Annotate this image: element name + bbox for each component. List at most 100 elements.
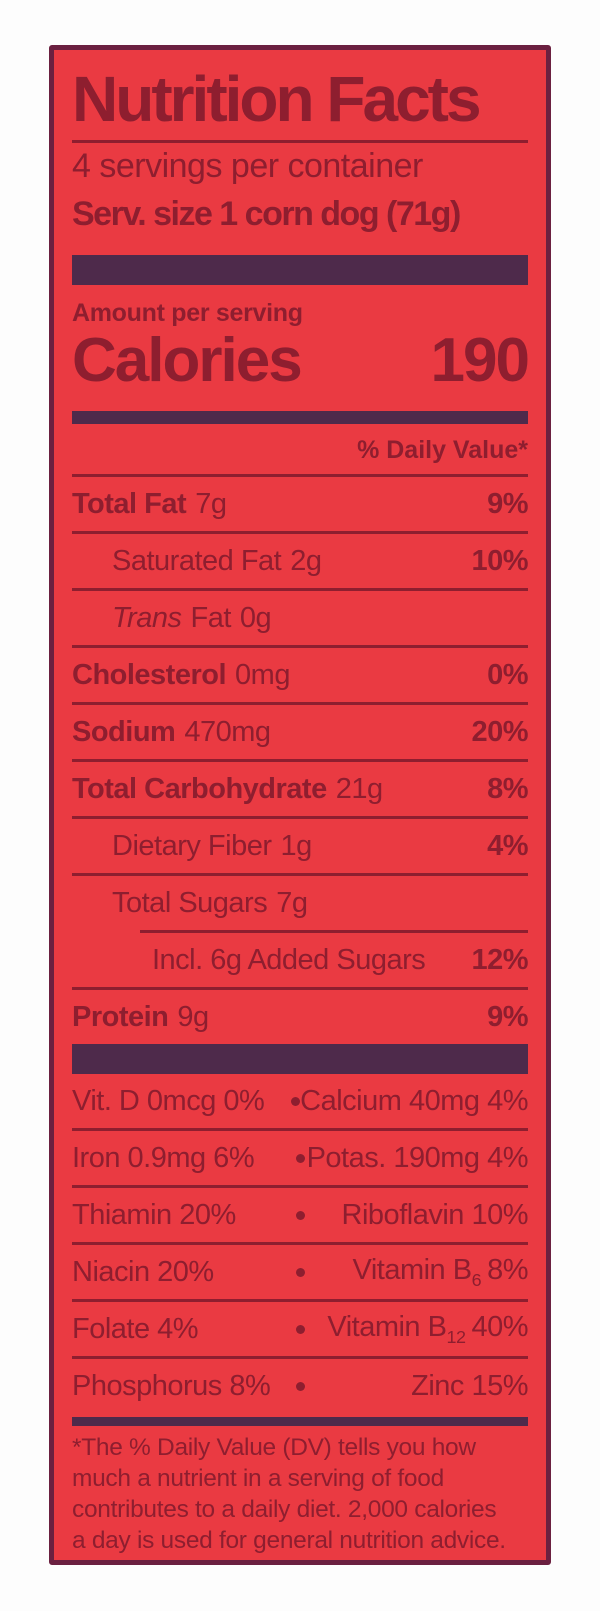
calories-label: Calories xyxy=(72,326,303,395)
nutrition-facts-label: Nutrition Facts 4 servings per container… xyxy=(49,45,551,1565)
nutrient-amount: 0g xyxy=(239,601,272,634)
dot-separator-icon xyxy=(291,1096,301,1106)
nutrient-amount: 1g xyxy=(280,829,313,862)
dot-separator-icon xyxy=(295,1324,305,1334)
micronutrient-row-niacin-vitaminb6: Niacin 20% Vitamin B6 8% xyxy=(72,1245,528,1299)
nutrient-dv: 10% xyxy=(471,544,528,577)
divider-rule xyxy=(72,759,528,762)
nutrient-row-cholesterol: Cholesterol 0mg 0% xyxy=(72,648,528,702)
divider-rule xyxy=(72,702,528,705)
nutrient-name: Total Sugars xyxy=(112,886,268,919)
nutrient-dv: 9% xyxy=(487,487,528,520)
nutrient-row-total-fat: Total Fat 7g 9% xyxy=(72,477,528,531)
nutrient-name: Incl. 6g Added Sugars xyxy=(152,943,426,976)
nutrient-row-sodium: Sodium 470mg 20% xyxy=(72,705,528,759)
dot-separator-icon xyxy=(295,1153,305,1163)
nutrient-dv: 4% xyxy=(487,829,528,862)
micronutrient-right-main: Vitamin B xyxy=(352,1253,473,1286)
micronutrient-row-vitd-calcium: Vit. D 0mcg 0% Calcium 40mg 4% xyxy=(72,1074,528,1128)
nutrient-dv: 0% xyxy=(487,658,528,691)
footnote-line: a day is used for general nutrition advi… xyxy=(72,1527,506,1554)
nutrient-row-total-carbohydrate: Total Carbohydrate 21g 8% xyxy=(72,762,528,816)
nutrient-name: Sodium xyxy=(72,715,176,748)
nutrient-name: Fat xyxy=(190,601,231,634)
micronutrient-left: Phosphorus 8% xyxy=(72,1369,271,1402)
micronutrient-right: Calcium 40mg 4% xyxy=(300,1084,528,1117)
separator-bar-thick xyxy=(72,1044,528,1074)
daily-value-header: % Daily Value* xyxy=(357,436,528,464)
micronutrient-right-value: 8% xyxy=(487,1253,528,1286)
nutrient-amount: 21g xyxy=(335,772,383,805)
divider-rule xyxy=(72,531,528,534)
divider-rule xyxy=(72,1356,528,1359)
footnote-line: much a nutrient in a serving of food xyxy=(72,1465,444,1492)
footnote-line: *The % Daily Value (DV) tells you how xyxy=(72,1434,476,1461)
nutrient-row-dietary-fiber: Dietary Fiber 1g 4% xyxy=(72,819,528,873)
micronutrient-right-main: Vitamin B xyxy=(327,1310,447,1343)
nutrient-name: Dietary Fiber xyxy=(112,829,272,862)
micronutrient-right: Zinc 15% xyxy=(411,1369,528,1402)
micronutrient-row-phosphorus-zinc: Phosphorus 8% Zinc 15% xyxy=(72,1359,528,1413)
nutrient-row-trans-fat: Trans Fat 0g xyxy=(72,591,528,645)
dot-separator-icon xyxy=(295,1267,305,1277)
calories-row: Calories 190 xyxy=(72,326,530,395)
micronutrient-row-thiamin-riboflavin: Thiamin 20% Riboflavin 10% xyxy=(72,1188,528,1242)
nutrient-amount: 9g xyxy=(177,1000,209,1033)
nutrient-name: Cholesterol xyxy=(72,658,227,691)
nutrient-dv: 9% xyxy=(487,1000,528,1033)
micronutrient-left: Thiamin 20% xyxy=(72,1198,236,1231)
calories-value: 190 xyxy=(430,326,530,395)
micronutrient-right: Potas. 190mg 4% xyxy=(306,1141,529,1174)
separator-bar-medium xyxy=(72,411,528,424)
micronutrient-right: Riboflavin 10% xyxy=(341,1198,529,1231)
nutrient-name: Total Fat xyxy=(72,487,187,520)
divider-rule xyxy=(72,588,528,591)
divider-rule xyxy=(72,1128,528,1131)
micronutrient-row-iron-potassium: Iron 0.9mg 6% Potas. 190mg 4% xyxy=(72,1131,528,1185)
divider-rule xyxy=(72,474,528,477)
divider-rule xyxy=(72,1185,528,1188)
micronutrient-left: Niacin 20% xyxy=(72,1255,214,1288)
micronutrient-right-subscript: 6 xyxy=(471,1269,482,1290)
nutrient-row-protein: Protein 9g 9% xyxy=(72,990,528,1044)
micronutrient-right: Vitamin B6 8% xyxy=(305,1254,529,1291)
nutrient-row-added-sugars: Incl. 6g Added Sugars 12% xyxy=(72,933,528,987)
nutrient-dv: 8% xyxy=(487,772,528,805)
micronutrient-left: Iron 0.9mg 6% xyxy=(72,1141,255,1174)
amount-per-serving-label: Amount per serving xyxy=(72,299,303,327)
divider-rule xyxy=(72,645,528,648)
label-title: Nutrition Facts xyxy=(72,63,482,135)
micronutrient-left: Vit. D 0mcg 0% xyxy=(72,1084,265,1117)
daily-value-footnote: *The % Daily Value (DV) tells you how mu… xyxy=(72,1432,528,1556)
micronutrient-right: Vitamin B12 40% xyxy=(305,1310,528,1348)
dot-separator-icon xyxy=(295,1381,305,1391)
divider-rule xyxy=(72,1299,528,1302)
divider-rule xyxy=(72,140,528,143)
nutrient-amount: 7g xyxy=(195,487,227,520)
nutrient-name-italic: Trans xyxy=(112,601,182,634)
nutrient-name: Protein xyxy=(72,1000,169,1033)
nutrient-name: Total Carbohydrate xyxy=(72,772,327,805)
divider-rule-indented xyxy=(140,930,528,933)
separator-bar-thick xyxy=(72,255,528,285)
micronutrient-right-subscript: 12 xyxy=(446,1326,466,1347)
nutrient-amount: 7g xyxy=(276,886,308,919)
nutrient-row-saturated-fat: Saturated Fat 2g 10% xyxy=(72,534,528,588)
nutrient-row-total-sugars: Total Sugars 7g xyxy=(72,876,528,930)
micronutrient-right-value: 40% xyxy=(471,1310,528,1343)
nutrient-name: Saturated Fat xyxy=(112,544,282,577)
nutrient-dv: 12% xyxy=(471,943,528,976)
servings-per-container: 4 servings per container xyxy=(72,147,423,185)
nutrient-amount: 2g xyxy=(290,544,322,577)
divider-rule xyxy=(72,1242,528,1245)
footnote-line: contributes to a daily diet. 2,000 calor… xyxy=(72,1496,497,1523)
nutrient-amount: 470mg xyxy=(184,715,271,748)
serving-size: Serv. size 1 corn dog (71g) xyxy=(72,195,461,233)
separator-bar-footnote xyxy=(72,1417,528,1426)
micronutrient-row-folate-vitaminb12: Folate 4% Vitamin B12 40% xyxy=(72,1302,528,1356)
divider-rule xyxy=(72,987,528,990)
dot-separator-icon xyxy=(295,1210,305,1220)
divider-rule xyxy=(72,816,528,819)
nutrient-dv: 20% xyxy=(471,715,528,748)
micronutrient-left: Folate 4% xyxy=(72,1312,199,1345)
